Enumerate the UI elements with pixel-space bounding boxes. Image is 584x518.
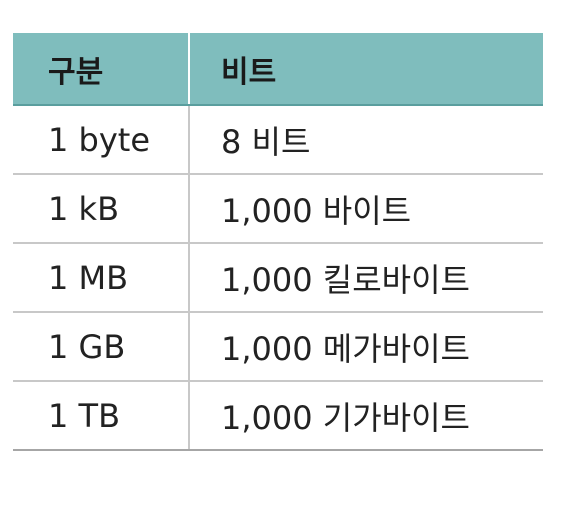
cell-unit: 1 GB <box>13 312 190 382</box>
cell-unit: 1 MB <box>13 243 190 313</box>
cell-value: 1,000 킬로바이트 <box>189 243 543 313</box>
header-unit: 구분 <box>13 33 190 106</box>
unit-conversion-table: 구분 비트 1 byte 8 비트 1 kB 1,000 바이트 1 MB 1,… <box>13 33 543 451</box>
cell-value: 8 비트 <box>189 105 543 175</box>
table-header-row: 구분 비트 <box>13 33 543 106</box>
table-row: 1 TB 1,000 기가바이트 <box>13 381 543 451</box>
cell-value: 1,000 기가바이트 <box>189 381 543 451</box>
table-row: 1 kB 1,000 바이트 <box>13 174 543 244</box>
cell-unit: 1 byte <box>13 105 190 175</box>
cell-value: 1,000 바이트 <box>189 174 543 244</box>
header-value: 비트 <box>189 33 543 106</box>
table-row: 1 MB 1,000 킬로바이트 <box>13 243 543 313</box>
cell-value: 1,000 메가바이트 <box>189 312 543 382</box>
table-row: 1 byte 8 비트 <box>13 105 543 175</box>
unit-conversion-table-container: 구분 비트 1 byte 8 비트 1 kB 1,000 바이트 1 MB 1,… <box>13 33 543 451</box>
table-row: 1 GB 1,000 메가바이트 <box>13 312 543 382</box>
cell-unit: 1 TB <box>13 381 190 451</box>
table-body: 1 byte 8 비트 1 kB 1,000 바이트 1 MB 1,000 킬로… <box>13 105 543 451</box>
cell-unit: 1 kB <box>13 174 190 244</box>
table-header: 구분 비트 <box>13 33 543 106</box>
